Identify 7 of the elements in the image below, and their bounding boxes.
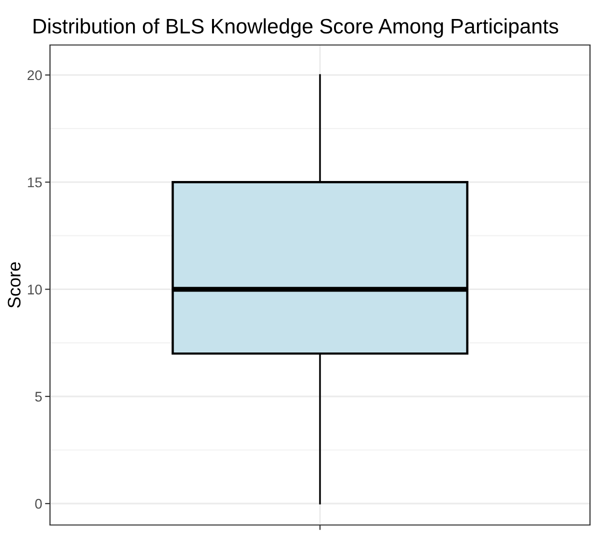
y-tick-label: 5 [35, 392, 42, 402]
y-tick-label: 0 [35, 498, 42, 509]
y-tick-label: 20 [28, 70, 42, 80]
chart-title: Distribution of BLS Knowledge Score Among Participants [34, 18, 558, 38]
y-tick-label: 10 [28, 284, 42, 294]
y-axis-title: Score [8, 262, 21, 308]
y-tick-label: 15 [28, 178, 42, 188]
